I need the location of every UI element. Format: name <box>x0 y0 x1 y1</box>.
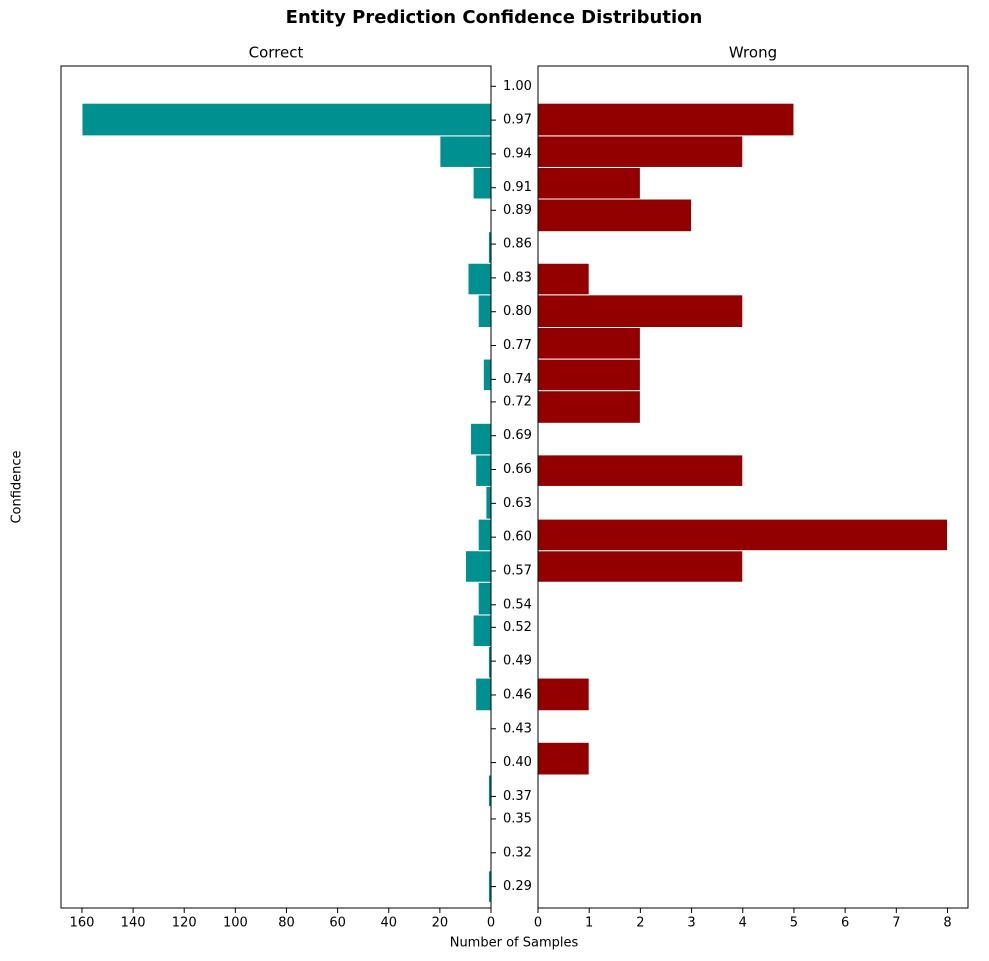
x-tick-label: 4 <box>739 916 747 931</box>
y-tick-label: 0.91 <box>503 180 532 195</box>
y-tick-label: 0.97 <box>503 113 532 128</box>
y-tick-label: 0.29 <box>503 879 532 894</box>
bar <box>537 294 744 329</box>
subplot-title: Wrong <box>729 44 777 62</box>
bar <box>81 102 492 137</box>
bar <box>485 485 492 520</box>
y-tick-label: 0.60 <box>503 530 532 545</box>
y-tick-label: 1.00 <box>503 79 532 94</box>
bar <box>537 327 641 360</box>
x-tick-label: 7 <box>892 916 900 931</box>
y-tick-label: 0.74 <box>503 372 532 387</box>
subplot-title: Correct <box>249 44 304 62</box>
bar <box>475 677 492 712</box>
y-tick-label: 0.94 <box>503 146 532 161</box>
x-tick-label: 1 <box>585 916 593 931</box>
y-tick-label: 0.35 <box>503 811 532 826</box>
x-tick-label: 140 <box>121 916 146 931</box>
y-tick-label: 0.63 <box>503 496 532 511</box>
bar <box>537 102 795 137</box>
bar <box>475 454 492 487</box>
y-axis-label: Confidence <box>10 450 25 523</box>
bar <box>472 614 492 647</box>
x-tick-label: 100 <box>223 916 248 931</box>
x-tick-label: 60 <box>329 916 346 931</box>
chart-title: Entity Prediction Confidence Distributio… <box>286 7 703 28</box>
bar <box>482 358 492 392</box>
bar <box>477 518 492 552</box>
x-tick-label: 8 <box>943 916 951 931</box>
bar <box>537 166 641 200</box>
bar <box>537 390 641 424</box>
bar <box>537 262 590 296</box>
y-tick-label: 0.54 <box>503 597 532 612</box>
y-tick-label: 0.89 <box>503 203 532 218</box>
y-tick-label: 0.77 <box>503 338 532 353</box>
y-tick-label: 0.83 <box>503 270 532 285</box>
bar <box>537 550 744 583</box>
x-tick-label: 80 <box>278 916 295 931</box>
y-tick-label: 0.57 <box>503 563 532 578</box>
y-tick-label: 0.32 <box>503 845 532 860</box>
bar <box>537 358 641 392</box>
y-tick-label: 0.66 <box>503 462 532 477</box>
x-tick-label: 0 <box>487 916 495 931</box>
y-tick-label: 0.86 <box>503 237 532 252</box>
bar <box>467 262 492 296</box>
y-tick-label: 0.46 <box>503 687 532 702</box>
bar <box>464 550 492 583</box>
x-tick-label: 40 <box>380 916 397 931</box>
y-tick-label: 0.37 <box>503 789 532 804</box>
x-tick-label: 120 <box>172 916 197 931</box>
y-tick-label: 0.49 <box>503 654 532 669</box>
y-tick-label: 0.40 <box>503 755 532 770</box>
bar <box>537 454 744 487</box>
bar <box>470 422 492 456</box>
bar <box>537 135 744 168</box>
x-tick-label: 3 <box>687 916 695 931</box>
plot-frame <box>537 65 969 909</box>
y-tick-label: 0.72 <box>503 394 532 409</box>
bar <box>537 741 590 776</box>
y-tick-label: 0.52 <box>503 620 532 635</box>
bar <box>477 294 492 329</box>
y-tick-label: 0.43 <box>503 721 532 736</box>
x-tick-label: 2 <box>636 916 644 931</box>
bar <box>477 581 492 616</box>
bar <box>537 677 590 712</box>
y-tick-label: 0.80 <box>503 304 532 319</box>
x-tick-label: 5 <box>790 916 798 931</box>
bar <box>439 135 492 168</box>
x-tick-label: 0 <box>534 916 542 931</box>
x-tick-label: 6 <box>841 916 849 931</box>
plot-frame <box>60 65 492 909</box>
bar <box>472 166 492 200</box>
x-tick-label: 160 <box>70 916 95 931</box>
x-tick-label: 20 <box>432 916 449 931</box>
y-tick-label: 0.69 <box>503 428 532 443</box>
bar <box>537 518 949 552</box>
bar <box>537 198 693 233</box>
x-axis-label: Number of Samples <box>450 936 579 951</box>
